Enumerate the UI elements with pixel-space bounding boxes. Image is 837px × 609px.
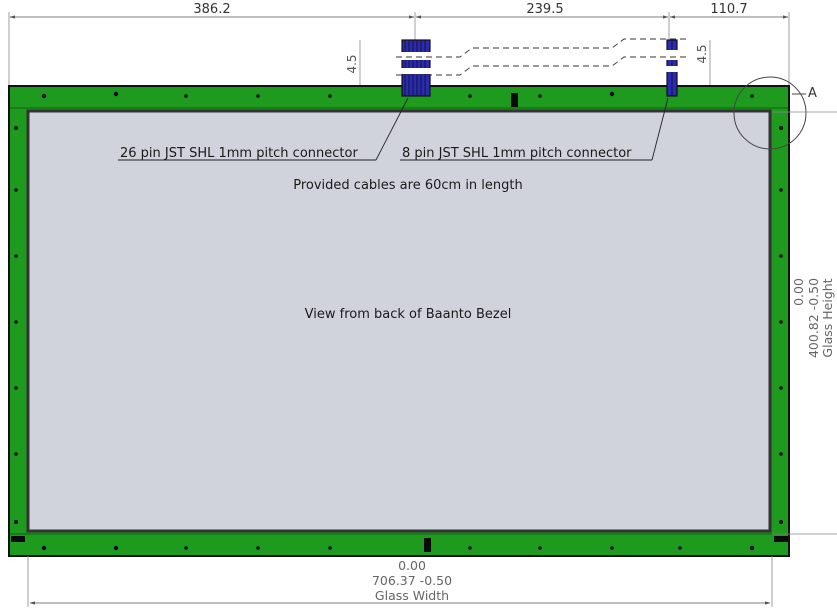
offset-right-label: 4.5 bbox=[695, 44, 709, 63]
glass-area bbox=[26, 109, 772, 533]
connector-26-pin bbox=[400, 39, 432, 97]
cable-note: Provided cables are 60cm in length bbox=[293, 178, 523, 193]
top-dimension: 386.2 239.5 110.7 bbox=[8, 2, 790, 86]
glass-width-value: 706.37 -0.50 bbox=[372, 573, 452, 588]
callout-8-pin: 8 pin JST SHL 1mm pitch connector bbox=[402, 146, 632, 161]
glass-width-label: Glass Width bbox=[375, 588, 449, 603]
glass-height-nominal: 0.00 bbox=[791, 278, 806, 306]
offset-left-label: 4.5 bbox=[345, 54, 359, 73]
callout-26-pin: 26 pin JST SHL 1mm pitch connector bbox=[120, 146, 358, 161]
glass-width-dimension: 0.00 706.37 -0.50 Glass Width bbox=[27, 556, 773, 607]
connector-8-pin bbox=[664, 39, 680, 97]
glass-height-value: 400.82 -0.50 bbox=[806, 278, 821, 358]
view-label: View from back of Baanto Bezel bbox=[305, 307, 512, 322]
dim-110: 110.7 bbox=[710, 2, 747, 17]
glass-width-nominal: 0.00 bbox=[398, 558, 426, 573]
dim-239: 239.5 bbox=[526, 2, 563, 17]
glass-height-label: Glass Height bbox=[820, 278, 835, 357]
detail-a-marker: A bbox=[733, 76, 817, 150]
detail-label: A bbox=[808, 86, 817, 101]
frame-screws bbox=[11, 91, 788, 552]
cable-break bbox=[396, 38, 690, 76]
callout-leaders bbox=[118, 97, 669, 161]
dim-386: 386.2 bbox=[193, 2, 230, 17]
glass-height-dimension: 0.00 400.82 -0.50 Glass Height bbox=[772, 111, 837, 535]
